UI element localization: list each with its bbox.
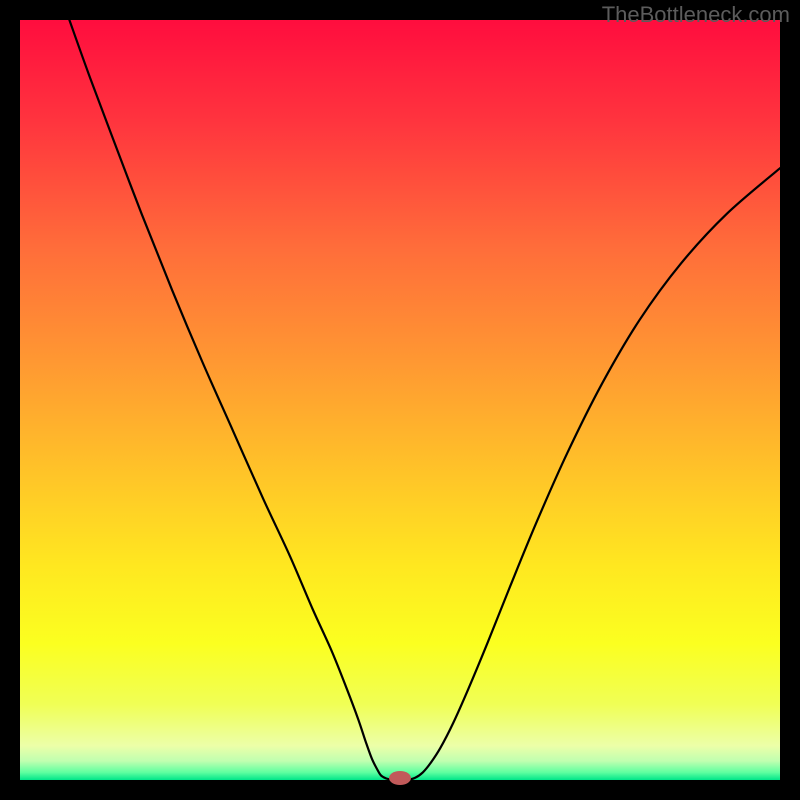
plot-gradient-bg — [20, 20, 780, 780]
watermark-text: TheBottleneck.com — [602, 2, 790, 28]
optimal-point-marker — [389, 771, 411, 785]
bottleneck-chart — [0, 0, 800, 800]
chart-container: TheBottleneck.com — [0, 0, 800, 800]
